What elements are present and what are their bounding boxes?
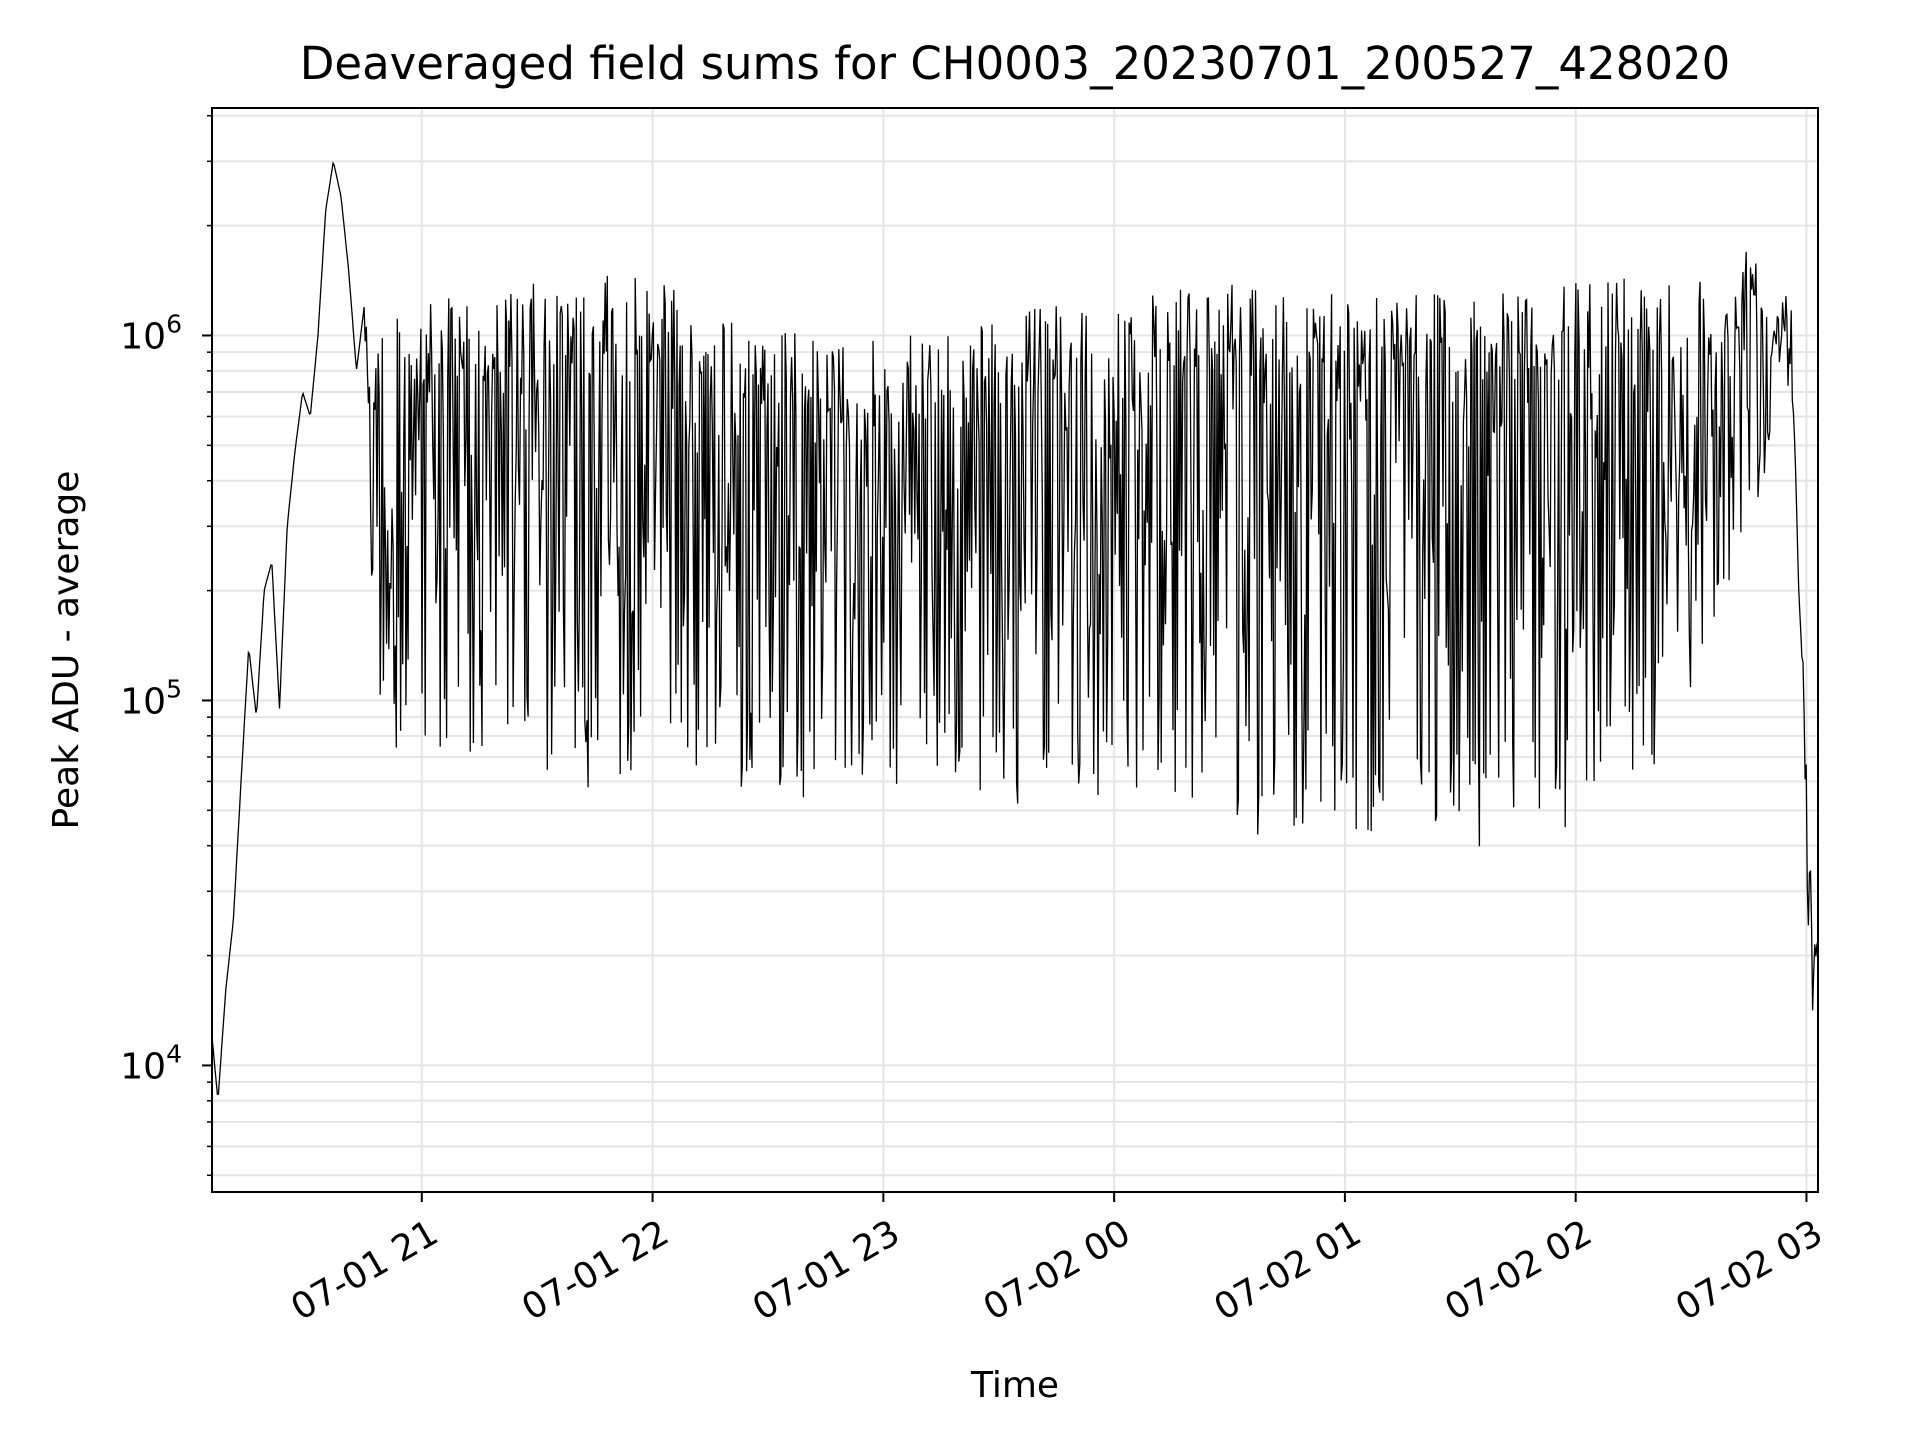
y-tick-label: 104 [120, 1039, 182, 1087]
chart-title: Deaveraged field sums for CH0003_2023070… [300, 37, 1730, 90]
series-line [211, 161, 1819, 1096]
y-tick-exponent: 4 [166, 1039, 182, 1068]
series-layer [211, 161, 1819, 1096]
y-tick-base: 10 [120, 316, 166, 357]
x-axis-label: Time [970, 1365, 1059, 1406]
y-tick-label: 106 [120, 309, 182, 357]
y-tick-base: 10 [120, 681, 166, 722]
y-tick-exponent: 5 [166, 674, 182, 703]
y-tick-label: 105 [120, 674, 182, 722]
y-tick-base: 10 [120, 1046, 166, 1087]
y-axis-label: Peak ADU - average [46, 471, 87, 830]
y-tick-exponent: 6 [166, 309, 182, 338]
plot-frame [211, 107, 1819, 1193]
